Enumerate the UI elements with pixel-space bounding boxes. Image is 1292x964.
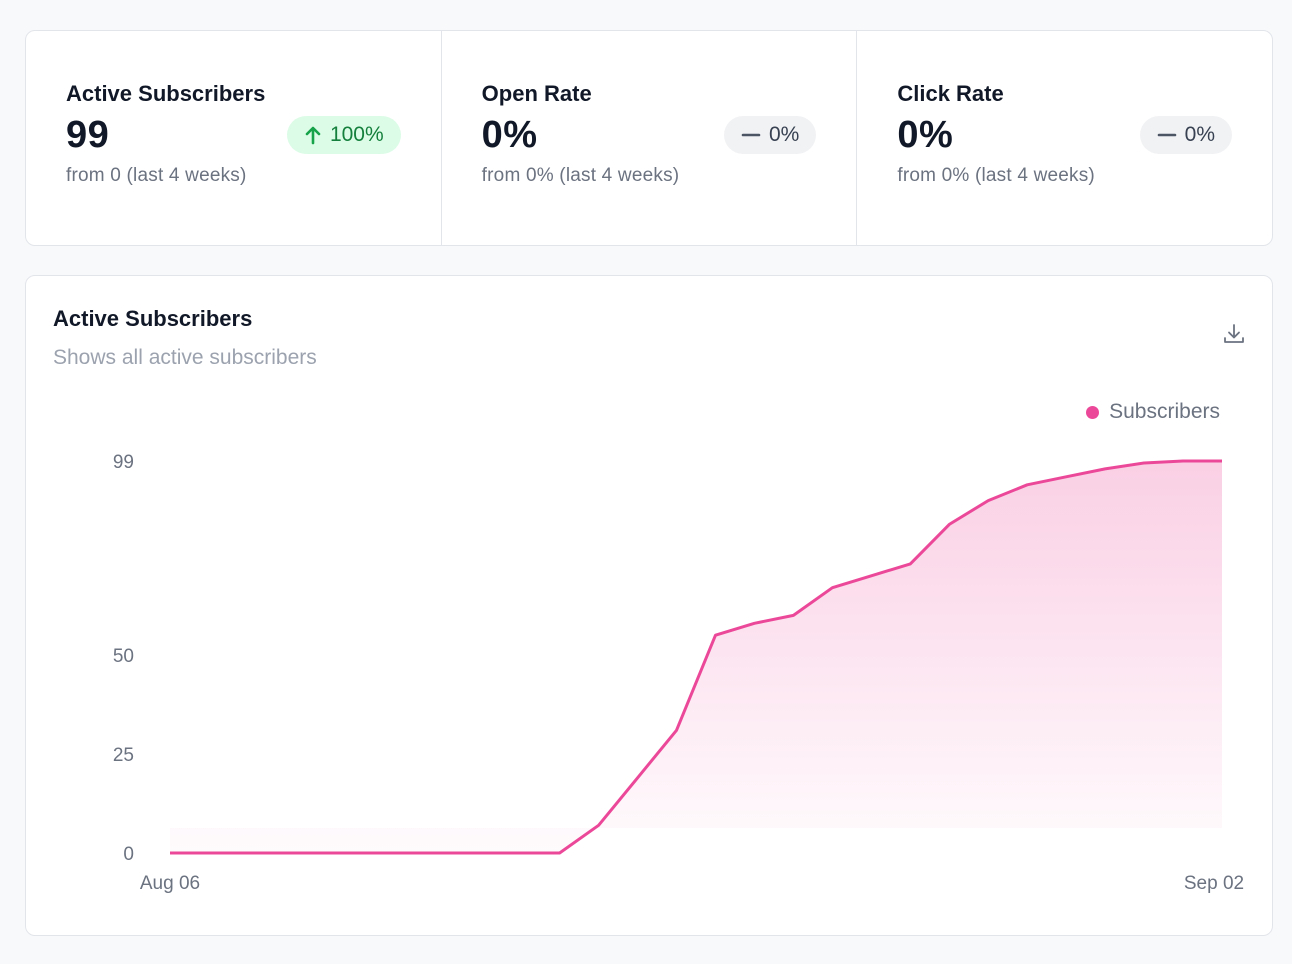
badge-text: 0% xyxy=(768,123,800,146)
badge-text: 100% xyxy=(329,123,384,146)
dash-icon xyxy=(1157,125,1177,145)
x-tick-label: Sep 02 xyxy=(1184,873,1244,894)
chart-subtitle: Shows all active subscribers xyxy=(53,346,317,369)
stat-value: 0% xyxy=(481,113,538,156)
change-badge: 0% xyxy=(723,116,817,154)
stat-comparison: from 0 (last 4 weeks) xyxy=(66,165,247,186)
stat-comparison: from 0% (last 4 weeks) xyxy=(897,165,1095,186)
stat-value: 0% xyxy=(897,113,954,156)
stat-open-rate: Open Rate 0% 0% from 0% (last 4 weeks) xyxy=(440,31,857,245)
series-line xyxy=(170,459,1222,855)
change-badge: 0% xyxy=(1139,116,1233,154)
y-tick-label: 50 xyxy=(113,646,134,667)
y-tick-label: 25 xyxy=(113,745,134,766)
stat-value: 99 xyxy=(66,113,110,156)
arrow-up-icon xyxy=(304,125,322,145)
stat-click-rate: Click Rate 0% 0% from 0% (last 4 weeks) xyxy=(856,31,1272,245)
download-button[interactable] xyxy=(1218,320,1250,352)
chart-card: Active Subscribers Shows all active subs… xyxy=(25,275,1273,936)
stat-active-subscribers: Active Subscribers 99 100% from 0 (last … xyxy=(26,31,441,245)
stats-panel: Active Subscribers 99 100% from 0 (last … xyxy=(25,30,1273,246)
download-icon xyxy=(1222,322,1246,351)
legend-swatch xyxy=(1086,405,1100,419)
stat-label: Active Subscribers xyxy=(66,81,266,106)
badge-text: 0% xyxy=(1184,123,1216,146)
stat-label: Open Rate xyxy=(481,81,592,106)
area-fill xyxy=(170,461,1222,853)
chart-legend: Subscribers xyxy=(1086,400,1220,424)
y-tick-label: 0 xyxy=(123,844,134,865)
x-tick-label: Aug 06 xyxy=(140,873,200,894)
legend-label: Subscribers xyxy=(1109,400,1220,423)
change-badge: 100% xyxy=(286,116,401,154)
stat-label: Click Rate xyxy=(897,81,1004,106)
chart-title: Active Subscribers xyxy=(53,306,253,331)
y-tick-label: 99 xyxy=(113,452,134,473)
dash-icon xyxy=(741,125,761,145)
area-chart: 0 25 50 99 Aug 06 Sep 02 xyxy=(113,452,1244,894)
stat-comparison: from 0% (last 4 weeks) xyxy=(481,165,680,186)
